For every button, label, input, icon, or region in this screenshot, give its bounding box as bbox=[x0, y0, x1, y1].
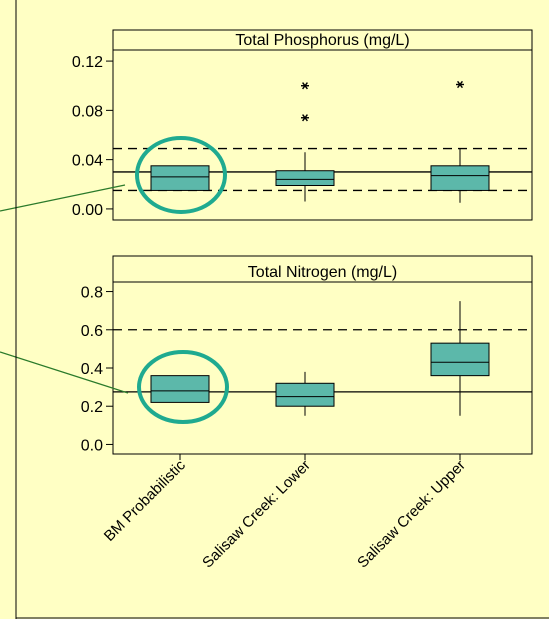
box-2 bbox=[275, 82, 335, 202]
y-tick-label: 0.0 bbox=[81, 437, 103, 454]
panel-title: Total Nitrogen (mg/L) bbox=[248, 264, 397, 281]
chart-panels: Total Phosphorus (mg/L)0.120.080.040.00T… bbox=[0, 29, 533, 455]
box-3 bbox=[430, 80, 490, 203]
box-iqr bbox=[150, 375, 210, 403]
leader-line bbox=[0, 351, 129, 394]
outlier-point bbox=[301, 82, 309, 90]
box-2 bbox=[275, 371, 335, 416]
y-tick-label: 0.4 bbox=[81, 361, 103, 378]
box-1 bbox=[150, 375, 210, 403]
plot-frame bbox=[112, 255, 533, 455]
box-3 bbox=[430, 301, 490, 416]
highlight-circle bbox=[135, 136, 227, 214]
box-iqr bbox=[275, 382, 335, 407]
panel-title: Total Phosphorus (mg/L) bbox=[235, 32, 409, 49]
y-tick-label: 0.12 bbox=[72, 54, 103, 71]
y-tick-label: 0.00 bbox=[72, 202, 103, 219]
plot-frame bbox=[112, 29, 533, 221]
box-iqr bbox=[430, 165, 490, 191]
box-iqr bbox=[150, 165, 210, 191]
y-tick-label: 0.08 bbox=[72, 103, 103, 120]
y-tick-label: 0.6 bbox=[81, 323, 103, 340]
y-tick-label: 0.04 bbox=[72, 153, 103, 170]
outlier-point bbox=[456, 80, 464, 89]
outlier-point bbox=[301, 114, 309, 122]
box-iqr bbox=[275, 170, 335, 187]
box-iqr bbox=[430, 342, 490, 377]
leader-line bbox=[0, 184, 126, 212]
panel-1: Total Phosphorus (mg/L) 0.12 0.08 0.04 0.00 bbox=[0, 29, 533, 221]
outer-frame bbox=[15, 0, 549, 619]
box-1 bbox=[150, 165, 210, 191]
y-tick-label: 0.8 bbox=[81, 285, 103, 302]
panel-2: Total Nitrogen (mg/L) 0.8 0.6 0.4 0.2 0.0 bbox=[0, 255, 533, 455]
y-tick-label: 0.2 bbox=[81, 399, 103, 416]
highlight-circle bbox=[137, 350, 229, 424]
